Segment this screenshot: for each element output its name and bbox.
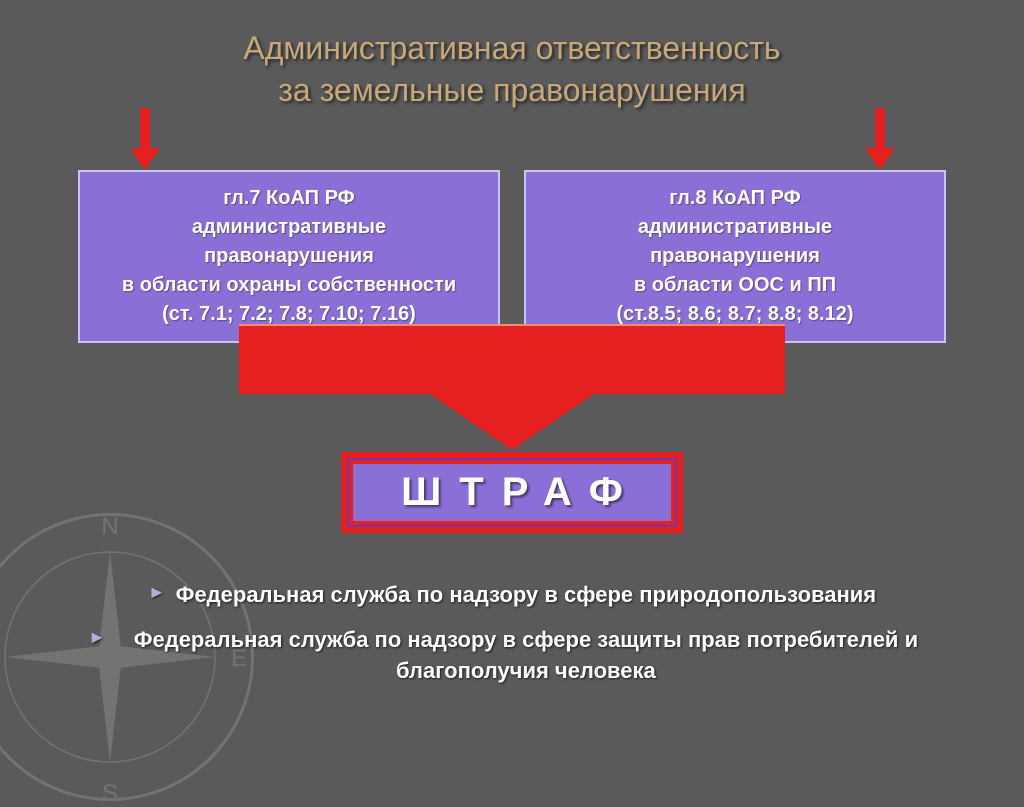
law-box-right: гл.8 КоАП РФ административные правонаруш… (524, 170, 946, 343)
list-item: ► Федеральная служба по надзору в сфере … (50, 580, 974, 611)
big-merge-arrow (239, 324, 785, 450)
penalty-label: ШТРАФ (353, 464, 671, 521)
list-item-text: Федеральная служба по надзору в сфере пр… (176, 580, 876, 611)
slide-title: Административная ответственность за земе… (0, 0, 1024, 111)
law-box-left: гл.7 КоАП РФ административные правонаруш… (78, 170, 500, 343)
bullet-icon: ► (88, 625, 106, 650)
arrow-down-right (870, 108, 890, 168)
penalty-frame: ШТРАФ (341, 452, 683, 533)
title-line-1: Административная ответственность (243, 30, 780, 66)
law-boxes-row: гл.7 КоАП РФ административные правонаруш… (78, 170, 946, 343)
list-item: ► Федеральная служба по надзору в сфере … (50, 625, 974, 687)
list-item-text: Федеральная служба по надзору в сфере за… (116, 625, 936, 687)
agencies-list: ► Федеральная служба по надзору в сфере … (50, 580, 974, 700)
arrow-down-left (135, 108, 155, 168)
svg-text:N: N (101, 513, 118, 540)
bullet-icon: ► (148, 580, 166, 605)
title-line-2: за земельные правонарушения (278, 72, 746, 108)
svg-text:S: S (102, 780, 118, 807)
